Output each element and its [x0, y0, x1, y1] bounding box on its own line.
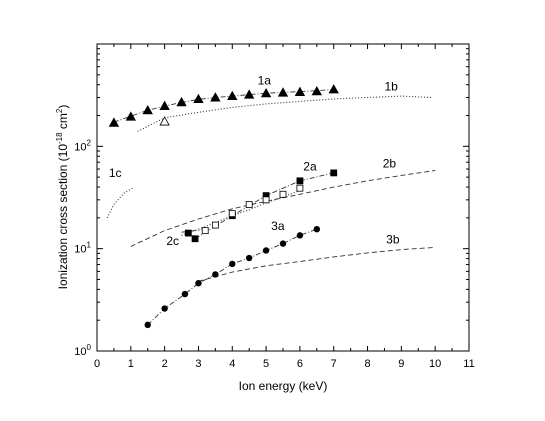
curve-label-1a: 1a — [258, 74, 272, 88]
marker-2a-open — [211, 221, 219, 229]
marker-1a — [142, 104, 153, 115]
marker-1a — [328, 84, 339, 94]
x-tick-label: 8 — [364, 358, 370, 370]
marker-3a — [195, 279, 202, 287]
data-series — [106, 84, 436, 329]
marker-2a-open — [262, 196, 270, 204]
curve-label-2a: 2a — [303, 160, 317, 174]
series-line-3b — [198, 246, 436, 282]
axis-ticks: 0 1 2 3 4 5 6 7 8 9 10 11 100 101 102 — [74, 43, 475, 370]
y-tick-label: 102 — [74, 138, 91, 153]
marker-3a — [181, 290, 189, 298]
series-line-2a-fit — [194, 172, 334, 240]
curve-labels: 1a 1b 1c 2a 2b 2c 3a 3b — [109, 74, 400, 249]
marker-1a — [210, 92, 221, 102]
marker-1a — [125, 111, 136, 121]
y-tick-label: 101 — [74, 241, 91, 256]
x-tick-label: 5 — [263, 358, 269, 370]
curve-label-3b: 3b — [386, 233, 400, 247]
x-tick-label: 3 — [195, 358, 201, 370]
x-tick-label: 2 — [162, 358, 168, 370]
marker-3a — [229, 260, 236, 268]
x-tick-label: 1 — [128, 358, 134, 370]
marker-1a — [244, 89, 255, 99]
marker-1a — [108, 117, 120, 127]
marker-2c-marker — [184, 229, 192, 237]
curve-label-2b: 2b — [383, 157, 397, 171]
marker-3a — [262, 247, 270, 254]
curve-label-3a: 3a — [271, 219, 285, 233]
marker-3a — [296, 232, 304, 239]
marker-1a — [294, 86, 306, 96]
marker-2a — [296, 177, 304, 185]
series-line-2b — [130, 170, 436, 247]
marker-3a — [144, 321, 151, 329]
x-tick-label: 11 — [463, 358, 474, 370]
marker-1a — [311, 85, 322, 96]
curve-label-2c: 2c — [166, 234, 179, 248]
marker-3a — [313, 225, 321, 233]
marker-1a — [159, 100, 170, 110]
curve-label-1c: 1c — [109, 166, 122, 180]
y-tick-label: 100 — [74, 343, 91, 358]
x-tick-label: 7 — [331, 358, 337, 370]
marker-3a — [279, 240, 287, 247]
series-line-2c — [181, 189, 301, 236]
series-line-1c — [106, 186, 135, 219]
x-tick-label: 4 — [229, 358, 235, 370]
y-axis-label: Ionization cross section (10-18 cm2) — [55, 105, 70, 290]
series-line-1a-fit — [113, 88, 334, 123]
marker-2a — [191, 235, 199, 243]
x-tick-label: 0 — [94, 358, 100, 370]
marker-1a — [176, 96, 187, 107]
marker-2a-open — [296, 184, 304, 192]
marker-1a-open — [159, 116, 170, 126]
marker-1a — [277, 87, 289, 97]
marker-3a — [245, 254, 253, 262]
marker-2a-open — [245, 201, 253, 208]
marker-2a-open — [279, 190, 287, 198]
marker-1a — [260, 87, 272, 98]
marker-1a — [227, 90, 238, 101]
curve-label-1b: 1b — [384, 80, 398, 94]
marker-3a — [212, 271, 219, 278]
x-axis-label: Ion energy (keV) — [239, 379, 328, 393]
x-tick-label: 10 — [429, 358, 441, 370]
marker-3a — [161, 305, 168, 312]
x-tick-label: 6 — [297, 358, 303, 370]
x-tick-label: 9 — [398, 358, 404, 370]
marker-2a-open — [228, 210, 236, 218]
marker-2a-open — [201, 227, 209, 235]
marker-2a — [330, 169, 338, 177]
marker-1a — [193, 93, 204, 104]
